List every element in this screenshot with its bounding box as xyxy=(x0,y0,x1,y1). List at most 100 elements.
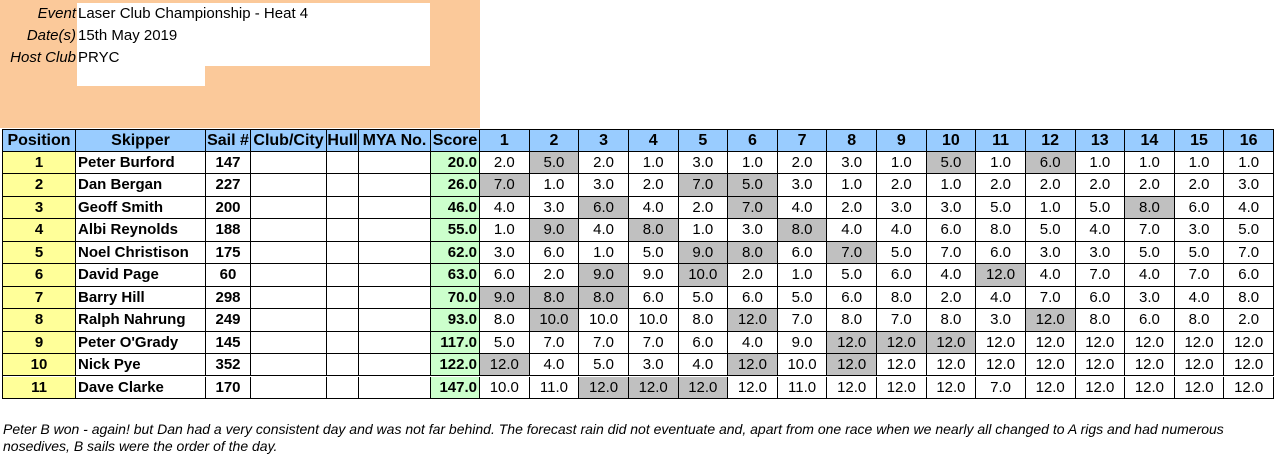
column-header: Hull xyxy=(327,130,359,152)
race-result: 6.0 xyxy=(480,264,530,287)
position: 8 xyxy=(3,309,76,332)
column-header: 6 xyxy=(728,130,778,152)
race-result: 3.0 xyxy=(1125,286,1175,310)
discarded-result: 7.0 xyxy=(827,241,877,265)
empty-cell xyxy=(359,196,431,220)
race-result: 12.0 xyxy=(877,354,927,377)
discarded-result: 8.0 xyxy=(1125,196,1175,220)
empty-cell xyxy=(251,241,327,265)
sail-number: 147 xyxy=(206,152,251,175)
race-result: 4.0 xyxy=(1174,286,1225,310)
race-result: 5.0 xyxy=(1025,219,1076,242)
sail-number: 175 xyxy=(206,241,251,265)
race-result: 1.0 xyxy=(1174,152,1225,175)
empty-cell xyxy=(327,152,359,175)
info-label: Host Club xyxy=(10,49,76,66)
race-result: 5.0 xyxy=(1075,196,1126,220)
empty-cell xyxy=(251,309,327,332)
race-result: 7.0 xyxy=(926,241,977,265)
comment: Peter B won - again! but Dan had a very … xyxy=(3,421,1224,454)
race-result: 12.0 xyxy=(1224,376,1274,399)
race-result: 1.0 xyxy=(1025,196,1076,220)
race-result: 8.0 xyxy=(1075,309,1126,332)
race-result: 12.0 xyxy=(976,354,1026,377)
discarded-result: 12.0 xyxy=(579,376,629,399)
empty-cell xyxy=(359,241,431,265)
race-result: 8.0 xyxy=(926,309,977,332)
empty-cell xyxy=(327,354,359,377)
race-result: 12.0 xyxy=(1174,376,1225,399)
race-result: 6.0 xyxy=(728,286,778,310)
score: 63.0 xyxy=(431,264,480,287)
info-box xyxy=(77,66,205,86)
race-result: 5.0 xyxy=(628,241,679,265)
race-result: 9.0 xyxy=(777,331,828,355)
discarded-result: 8.0 xyxy=(728,241,778,265)
column-header: 14 xyxy=(1125,130,1175,152)
race-result: 3.0 xyxy=(827,152,877,175)
score: 70.0 xyxy=(431,286,480,310)
empty-cell xyxy=(359,331,431,355)
race-result: 1.0 xyxy=(877,152,927,175)
discarded-result: 12.0 xyxy=(628,376,679,399)
race-result: 3.0 xyxy=(777,174,828,197)
column-header: 10 xyxy=(926,130,977,152)
race-result: 2.0 xyxy=(1075,174,1126,197)
race-result: 2.0 xyxy=(728,264,778,287)
race-result: 7.0 xyxy=(877,309,927,332)
race-result: 12.0 xyxy=(1125,331,1175,355)
race-result: 6.0 xyxy=(877,264,927,287)
race-result: 6.0 xyxy=(827,286,877,310)
discarded-result: 12.0 xyxy=(827,331,877,355)
race-result: 2.0 xyxy=(976,174,1026,197)
position: 4 xyxy=(3,219,76,242)
empty-cell xyxy=(251,174,327,197)
column-header: Club/City xyxy=(251,130,327,152)
column-header: Position xyxy=(3,130,76,152)
position: 5 xyxy=(3,241,76,265)
race-result: 1.0 xyxy=(976,152,1026,175)
position: 11 xyxy=(3,376,76,399)
race-result: 12.0 xyxy=(1025,376,1076,399)
race-result: 4.0 xyxy=(926,264,977,287)
race-result: 1.0 xyxy=(777,264,828,287)
race-result: 5.0 xyxy=(827,264,877,287)
race-result: 2.0 xyxy=(529,264,580,287)
info-value: 15th May 2019 xyxy=(78,27,178,44)
column-header: 13 xyxy=(1075,130,1126,152)
info-value: PRYC xyxy=(78,49,120,66)
race-result: 4.0 xyxy=(728,331,778,355)
info-label: Date(s) xyxy=(26,27,76,44)
race-result: 2.0 xyxy=(678,196,729,220)
race-result: 4.0 xyxy=(777,196,828,220)
race-result: 4.0 xyxy=(1224,196,1274,220)
sail-number: 227 xyxy=(206,174,251,197)
race-result: 2.0 xyxy=(628,174,679,197)
discarded-result: 12.0 xyxy=(728,309,778,332)
empty-cell xyxy=(251,152,327,175)
race-result: 3.0 xyxy=(480,241,530,265)
race-result: 5.0 xyxy=(1125,241,1175,265)
race-result: 12.0 xyxy=(1224,354,1274,377)
empty-cell xyxy=(359,376,431,399)
empty-cell xyxy=(359,219,431,242)
race-result: 2.0 xyxy=(579,152,629,175)
discarded-result: 8.0 xyxy=(579,286,629,310)
race-result: 5.0 xyxy=(877,241,927,265)
discarded-result: 12.0 xyxy=(728,354,778,377)
discarded-result: 7.0 xyxy=(728,196,778,220)
race-result: 6.0 xyxy=(1224,264,1274,287)
race-result: 7.0 xyxy=(1075,264,1126,287)
race-result: 4.0 xyxy=(579,219,629,242)
race-result: 12.0 xyxy=(926,376,977,399)
empty-cell xyxy=(327,219,359,242)
race-result: 12.0 xyxy=(1025,331,1076,355)
race-result: 12.0 xyxy=(926,354,977,377)
race-result: 7.0 xyxy=(579,331,629,355)
race-result: 2.0 xyxy=(1125,174,1175,197)
race-result: 3.0 xyxy=(1025,241,1076,265)
race-result: 4.0 xyxy=(1125,264,1175,287)
race-result: 8.0 xyxy=(877,286,927,310)
column-header: MYA No. xyxy=(359,130,431,152)
discarded-result: 8.0 xyxy=(628,219,679,242)
